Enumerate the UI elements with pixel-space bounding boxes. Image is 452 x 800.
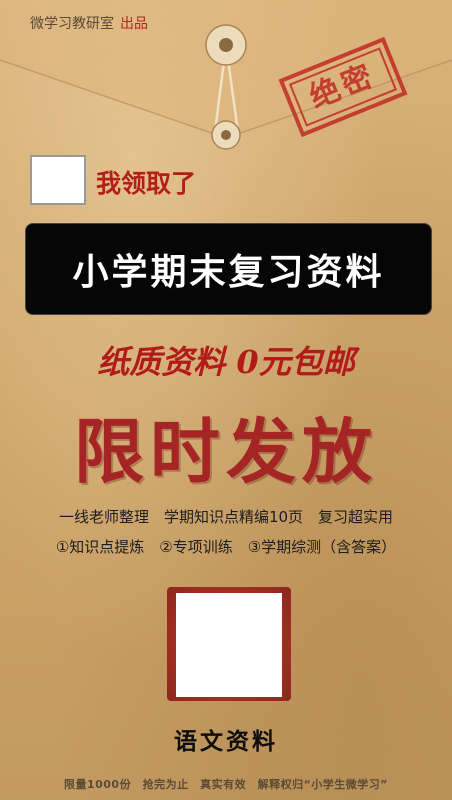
footer-note: 限量1000份 抢完为止 真实有效 解释权归“小学生微学习” [63, 778, 389, 791]
description-line-2: ①知识点提炼 ②专项训练 ③学期综测（含答案） [55, 538, 397, 556]
brand-suffix: 出品 [120, 16, 148, 32]
brand-label: 微学习教研室 出品 [30, 13, 148, 33]
claim-checkbox[interactable] [30, 155, 86, 205]
subject-label: 语文资料 [174, 728, 278, 755]
brand-name: 微学习教研室 [30, 16, 114, 32]
limited-release-heading: 限时发放 [74, 410, 378, 493]
description-line-1: 一线老师整理 学期知识点精编10页 复习超实用 [58, 508, 394, 526]
claim-label: 我领取了 [96, 169, 197, 198]
paper-offer: 纸质资料 0元包邮 [97, 343, 355, 381]
envelope-flap [0, 0, 452, 150]
title-banner: 小学期末复习资料 [25, 223, 432, 315]
qr-code-image[interactable] [176, 593, 282, 697]
